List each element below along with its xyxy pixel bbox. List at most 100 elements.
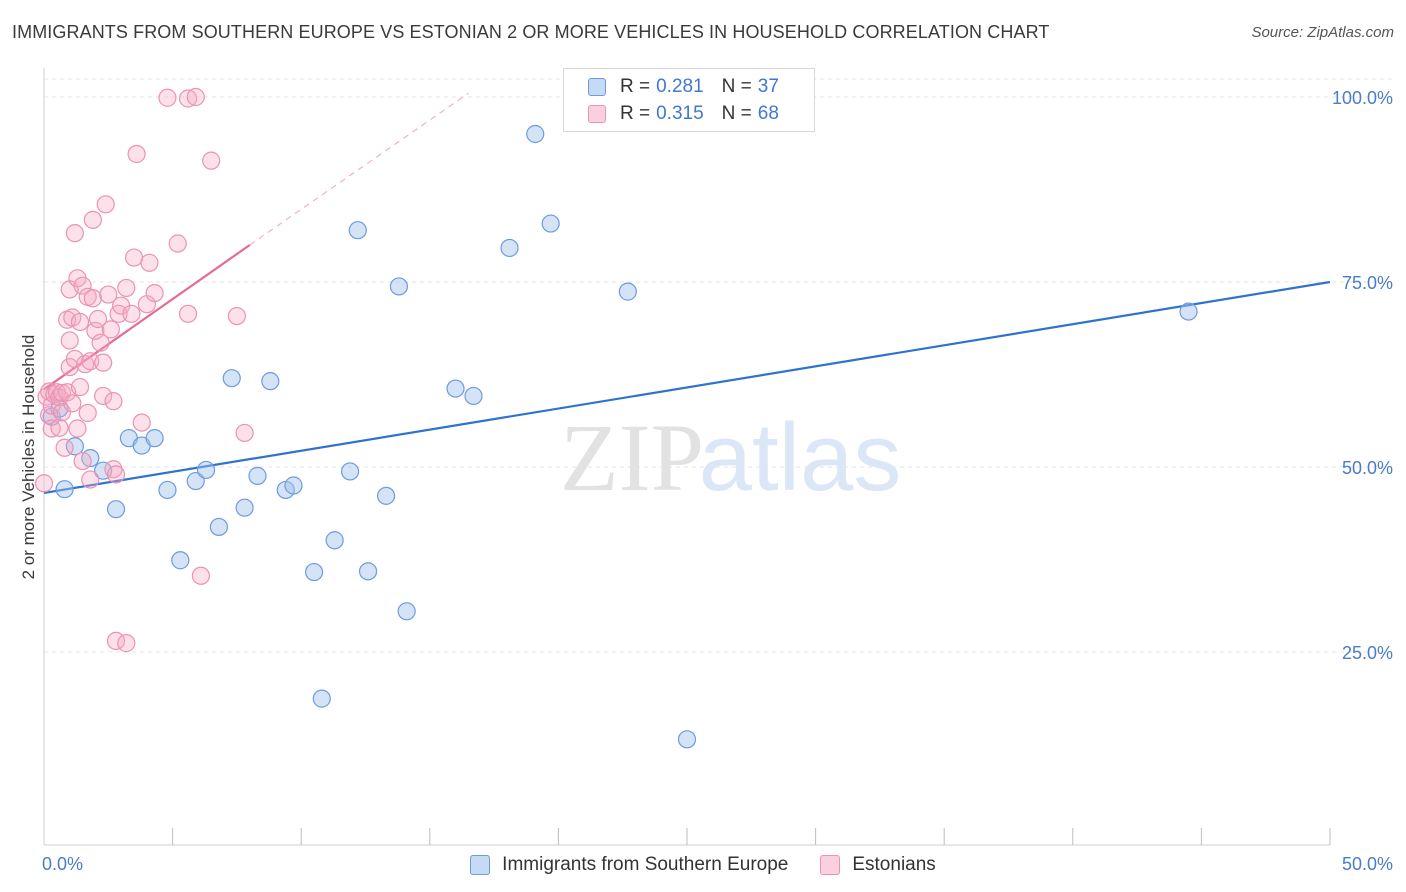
data-point-estonians bbox=[140, 253, 159, 272]
data-point-southern-europe bbox=[340, 462, 360, 481]
trend-line-southern-europe bbox=[43, 280, 1331, 494]
legend-item-southern-europe[interactable]: Immigrants from Southern Europe bbox=[470, 854, 788, 876]
data-point-estonians bbox=[68, 419, 87, 438]
data-point-southern-europe bbox=[500, 238, 519, 258]
data-point-southern-europe bbox=[1179, 302, 1198, 321]
data-point-estonians bbox=[99, 285, 118, 304]
legend-item-estonians[interactable]: Estonians bbox=[820, 854, 936, 876]
legend-label-southern-europe: Immigrants from Southern Europe bbox=[502, 854, 789, 875]
legend-swatch-southern-europe bbox=[470, 855, 491, 875]
watermark-zip: ZIP bbox=[560, 404, 704, 511]
legend-row-estonians: R = 0.315 N = 68 bbox=[588, 102, 779, 126]
data-point-estonians bbox=[202, 151, 221, 170]
chart-title: IMMIGRANTS FROM SOUTHERN EUROPE VS ESTON… bbox=[12, 22, 1050, 42]
watermark: ZIP atlas bbox=[560, 404, 901, 511]
data-point-southern-europe bbox=[284, 476, 303, 495]
data-point-southern-europe bbox=[526, 124, 545, 144]
data-point-estonians bbox=[94, 353, 113, 372]
data-point-southern-europe bbox=[376, 486, 396, 505]
data-point-southern-europe bbox=[186, 471, 205, 491]
data-point-estonians bbox=[73, 276, 92, 295]
data-point-estonians bbox=[73, 451, 92, 471]
legend-r-label: R = bbox=[620, 103, 651, 124]
data-point-southern-europe bbox=[248, 466, 267, 485]
data-point-southern-europe bbox=[389, 277, 409, 296]
data-point-estonians bbox=[124, 248, 144, 267]
data-point-southern-europe bbox=[106, 500, 126, 519]
data-point-estonians bbox=[132, 413, 151, 432]
data-point-southern-europe bbox=[171, 551, 190, 570]
data-point-southern-europe bbox=[677, 730, 697, 749]
legend-swatch-pink bbox=[588, 105, 606, 123]
data-point-estonians bbox=[78, 403, 97, 423]
chart-source: Source: ZipAtlas.com bbox=[1251, 24, 1394, 41]
y-tick-labels: 25.0% 50.0% 75.0% 100.0% bbox=[1332, 88, 1393, 663]
data-point-estonians bbox=[127, 144, 146, 164]
legend-swatch-blue bbox=[588, 78, 606, 96]
data-point-estonians bbox=[47, 383, 66, 402]
watermark-atlas: atlas bbox=[699, 404, 902, 511]
x-tick-marks bbox=[172, 828, 1331, 845]
data-point-estonians bbox=[83, 210, 102, 229]
legend-r-value-pink: 0.315 bbox=[656, 103, 704, 124]
data-point-estonians bbox=[60, 331, 79, 350]
data-point-southern-europe bbox=[55, 480, 74, 499]
data-point-southern-europe bbox=[145, 429, 164, 448]
legend-r-label: R = bbox=[620, 76, 651, 97]
data-point-estonians bbox=[168, 234, 187, 253]
series-legend: Immigrants from Southern Europe Estonian… bbox=[0, 852, 1406, 878]
data-point-southern-europe bbox=[261, 372, 280, 391]
data-point-estonians bbox=[145, 284, 164, 303]
data-point-estonians bbox=[83, 289, 102, 308]
data-point-southern-europe bbox=[222, 369, 241, 388]
data-point-southern-europe bbox=[325, 531, 344, 550]
data-point-estonians bbox=[63, 394, 82, 413]
data-point-estonians bbox=[91, 333, 110, 352]
data-point-estonians bbox=[104, 460, 123, 479]
legend-r-value-blue: 0.281 bbox=[656, 76, 704, 97]
data-point-estonians bbox=[178, 89, 198, 108]
y-tick-label-25: 25.0% bbox=[1342, 643, 1393, 663]
data-point-estonians bbox=[117, 634, 136, 653]
data-point-estonians bbox=[186, 87, 205, 107]
data-point-estonians bbox=[227, 306, 246, 326]
legend-label-estonians: Estonians bbox=[852, 854, 936, 875]
data-point-estonians bbox=[94, 386, 113, 406]
data-point-estonians bbox=[65, 224, 84, 243]
data-point-southern-europe bbox=[348, 221, 367, 240]
y-tick-label-50: 50.0% bbox=[1342, 458, 1393, 478]
data-point-estonians bbox=[104, 392, 123, 411]
data-point-estonians bbox=[178, 304, 198, 323]
y-axis-title: 2 or more Vehicles in Household bbox=[19, 335, 38, 580]
legend-swatch-estonians bbox=[820, 855, 841, 875]
data-point-southern-europe bbox=[196, 460, 216, 480]
data-point-southern-europe bbox=[541, 214, 560, 233]
data-point-southern-europe bbox=[358, 562, 378, 581]
data-point-southern-europe bbox=[464, 386, 483, 406]
correlation-legend: R = 0.281 N = 37 R = 0.315 N = 68 bbox=[563, 68, 815, 132]
data-point-southern-europe bbox=[304, 562, 324, 582]
legend-row-southern-europe: R = 0.281 N = 37 bbox=[588, 75, 779, 99]
data-point-southern-europe bbox=[158, 480, 177, 500]
data-point-southern-europe bbox=[235, 498, 254, 517]
data-point-southern-europe bbox=[312, 689, 331, 708]
data-point-estonians bbox=[55, 438, 74, 457]
data-point-estonians bbox=[88, 309, 108, 329]
data-point-estonians bbox=[70, 377, 90, 397]
x-tick-label-end: 50.0% bbox=[1342, 854, 1393, 874]
legend-n-value-pink: 68 bbox=[757, 103, 779, 124]
legend-n-value-blue: 37 bbox=[757, 76, 779, 97]
data-point-estonians bbox=[86, 321, 105, 340]
x-tick-labels: 0.0% 50.0% bbox=[42, 854, 1393, 874]
x-tick-label-start: 0.0% bbox=[42, 854, 83, 874]
y-tick-label-100: 100.0% bbox=[1332, 88, 1393, 108]
data-point-estonians bbox=[50, 418, 69, 437]
data-point-estonians bbox=[96, 195, 115, 214]
data-point-estonians bbox=[101, 320, 120, 339]
data-point-southern-europe bbox=[618, 282, 637, 301]
trend-line-estonians-extension bbox=[249, 92, 469, 246]
data-point-estonians bbox=[158, 88, 177, 107]
data-point-estonians bbox=[106, 465, 126, 484]
